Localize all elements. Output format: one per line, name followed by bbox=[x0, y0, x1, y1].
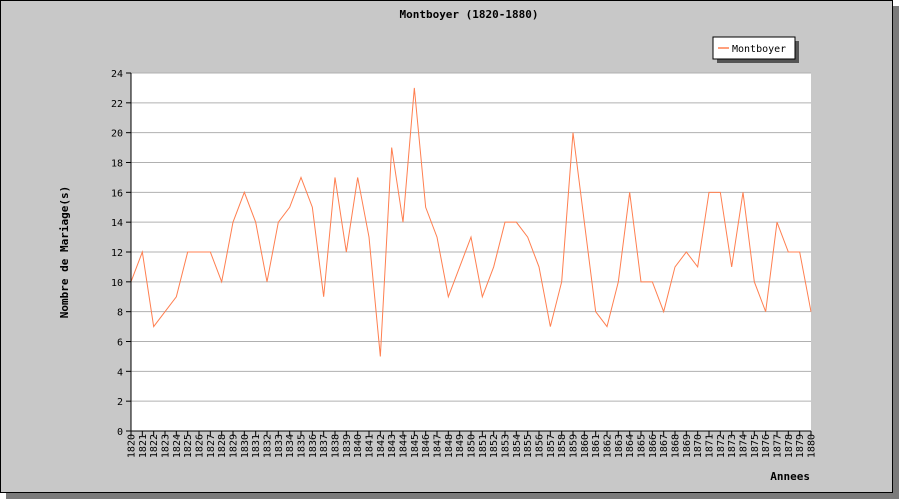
x-tick-label: 1834 bbox=[285, 434, 296, 458]
x-tick-label: 1855 bbox=[523, 434, 534, 458]
x-axis-label: Annees bbox=[770, 470, 810, 483]
y-tick-label: 22 bbox=[111, 99, 123, 110]
y-tick-label: 24 bbox=[111, 69, 123, 80]
x-tick-label: 1821 bbox=[138, 434, 149, 458]
x-tick-label: 1866 bbox=[648, 434, 659, 458]
x-tick-label: 1824 bbox=[172, 434, 183, 458]
y-tick-label: 10 bbox=[111, 278, 123, 289]
x-tick-label: 1871 bbox=[705, 434, 716, 458]
x-tick-label: 1870 bbox=[693, 434, 704, 458]
x-tick-label: 1864 bbox=[625, 434, 636, 458]
y-tick-label: 16 bbox=[111, 188, 123, 199]
x-tick-label: 1858 bbox=[557, 434, 568, 458]
x-tick-label: 1875 bbox=[750, 434, 761, 458]
x-tick-label: 1880 bbox=[807, 434, 818, 458]
x-tick-label: 1846 bbox=[421, 434, 432, 458]
x-tick-label: 1841 bbox=[365, 434, 376, 458]
x-tick-label: 1828 bbox=[217, 434, 228, 458]
x-tick-label: 1826 bbox=[195, 434, 206, 458]
x-tick-label: 1853 bbox=[501, 434, 512, 458]
x-tick-label: 1873 bbox=[727, 434, 738, 458]
x-tick-label: 1862 bbox=[603, 434, 614, 458]
x-tick-label: 1827 bbox=[206, 434, 217, 458]
x-tick-label: 1861 bbox=[591, 434, 602, 458]
y-axis-label: Nombre de Mariage(s) bbox=[58, 186, 71, 318]
x-tick-label: 1868 bbox=[671, 434, 682, 458]
x-tick-label: 1830 bbox=[240, 434, 251, 458]
x-tick-label: 1838 bbox=[331, 434, 342, 458]
x-tick-label: 1874 bbox=[739, 434, 750, 458]
x-tick-label: 1836 bbox=[308, 434, 319, 458]
chart-title: Montboyer (1820-1880) bbox=[399, 8, 538, 21]
x-tick-label: 1860 bbox=[580, 434, 591, 458]
y-tick-label: 8 bbox=[117, 308, 123, 319]
chart-frame: Montboyer (1820-1880) Montboyer 0 2 4 6 8 10 1… bbox=[0, 0, 893, 493]
x-tick-label: 1869 bbox=[682, 434, 693, 458]
legend: Montboyer bbox=[712, 36, 799, 63]
x-tick-label: 1848 bbox=[444, 434, 455, 458]
y-tick-label: 14 bbox=[111, 218, 123, 229]
x-tick-label: 1843 bbox=[387, 434, 398, 458]
x-tick-label: 1842 bbox=[376, 434, 387, 458]
x-tick-label: 1845 bbox=[410, 434, 421, 458]
x-tick-label: 1831 bbox=[251, 434, 262, 458]
y-tick-label: 0 bbox=[117, 427, 123, 438]
x-tick-label: 1852 bbox=[489, 434, 500, 458]
x-tick-label: 1854 bbox=[512, 434, 523, 458]
y-tick-label: 4 bbox=[117, 367, 123, 378]
y-tick-label: 18 bbox=[111, 159, 123, 170]
x-tick-label: 1879 bbox=[795, 434, 806, 458]
line-chart: Montboyer (1820-1880) Montboyer 02468101… bbox=[58, 8, 818, 483]
x-tick-label: 1837 bbox=[319, 434, 330, 458]
x-tick-label: 1835 bbox=[297, 434, 308, 458]
x-tick-label: 1829 bbox=[229, 434, 240, 458]
x-tick-label: 1823 bbox=[161, 434, 172, 458]
y-tick-label: 12 bbox=[111, 248, 123, 259]
x-tick-label: 1877 bbox=[773, 434, 784, 458]
x-tick-label: 1851 bbox=[478, 434, 489, 458]
y-tick-label: 20 bbox=[111, 129, 123, 140]
series-line-montboyer bbox=[130, 87, 812, 357]
x-tick-label: 1847 bbox=[433, 434, 444, 458]
legend-label-montboyer: Montboyer bbox=[732, 44, 786, 55]
x-tick-label: 1844 bbox=[399, 434, 410, 458]
x-tick-label: 1878 bbox=[784, 434, 795, 458]
x-tick-label: 1865 bbox=[637, 434, 648, 458]
x-tick-label: 1839 bbox=[342, 434, 353, 458]
x-tick-label: 1859 bbox=[569, 434, 580, 458]
x-tick-label: 1863 bbox=[614, 434, 625, 458]
x-tick-label: 1872 bbox=[716, 434, 727, 458]
x-tick-label: 1822 bbox=[149, 434, 160, 458]
x-tick-label: 1820 bbox=[127, 434, 138, 458]
x-tick-label: 1857 bbox=[546, 434, 557, 458]
x-tick-label: 1832 bbox=[263, 434, 274, 458]
y-tick-label: 6 bbox=[117, 338, 123, 349]
x-tick-label: 1876 bbox=[761, 434, 772, 458]
x-tick-label: 1825 bbox=[183, 434, 194, 458]
x-tick-label: 1849 bbox=[455, 434, 466, 458]
x-tick-label: 1833 bbox=[274, 434, 285, 458]
x-tick-label: 1850 bbox=[467, 434, 478, 458]
x-tick-label: 1867 bbox=[659, 434, 670, 458]
x-tick-label: 1856 bbox=[535, 434, 546, 458]
y-tick-label: 2 bbox=[117, 397, 123, 408]
x-tick-label: 1840 bbox=[353, 434, 364, 458]
